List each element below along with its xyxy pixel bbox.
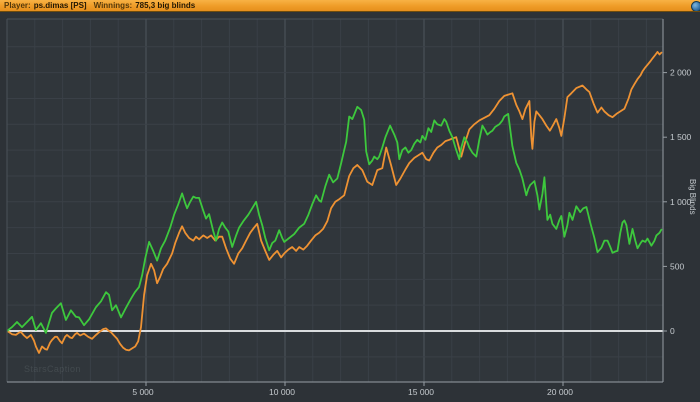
x-tick-label: 5 000	[132, 387, 154, 397]
player-label: Player:	[4, 1, 31, 10]
x-tick-label: 15 000	[408, 387, 434, 397]
grid-lines	[7, 19, 663, 382]
y-tick-label: 2 000	[670, 68, 692, 78]
green-line	[7, 105, 663, 334]
info-circle-icon[interactable]	[691, 1, 700, 11]
y-tick-label: 500	[670, 261, 684, 271]
data-series	[7, 51, 663, 354]
y-tick-label: 1 500	[670, 132, 692, 142]
watermark-text: StarsCaption	[24, 364, 81, 374]
orange-line	[7, 51, 663, 354]
winnings-value: 785,3 big blinds	[135, 1, 196, 10]
plot-background	[7, 19, 663, 382]
y-tick-label: 1 000	[670, 197, 692, 207]
chart-plot-area[interactable]: 0 500 1 000 1 500 2 000 5 000 10 000 15 000 20 0…	[0, 12, 700, 402]
x-tick-label: 20 000	[547, 387, 573, 397]
winnings-chart: 0 500 1 000 1 500 2 000 5 000 10 000 15 000 20 0…	[0, 12, 700, 402]
y-tick-label: 0	[670, 326, 675, 336]
title-bar: Player: ps.dimas [PS] Winnings: 785,3 bi…	[0, 0, 700, 12]
player-value: ps.dimas [PS]	[33, 1, 87, 10]
x-tick-label: 10 000	[269, 387, 295, 397]
y-axis-title: Big Blinds	[688, 179, 697, 215]
winnings-label: Winnings:	[93, 1, 133, 10]
